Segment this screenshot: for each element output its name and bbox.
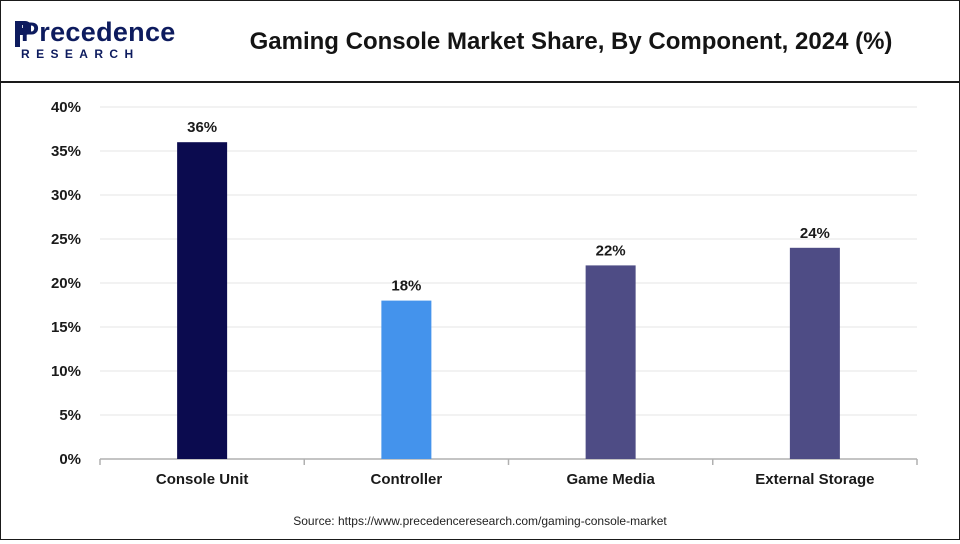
brand-logo: Precedence RESEARCH [13, 17, 175, 65]
chart-title: Gaming Console Market Share, By Componen… [249, 28, 893, 55]
bar [381, 300, 432, 459]
data-label: 18% [391, 278, 421, 295]
logo-wordmark: Precedence [21, 17, 176, 47]
chart-header: Precedence RESEARCH Gaming Console Marke… [1, 1, 959, 83]
y-tick-label: 35% [51, 143, 81, 160]
bar-chart: 0% 5% 10% 15% 20% 25% 30% 35% 40% 36% Console Unit… [51, 99, 918, 488]
x-tick-label: Console Unit [156, 471, 249, 488]
x-tick-label: External Storage [755, 471, 874, 488]
x-tick-label: Game Media [566, 471, 655, 488]
y-tick-label: 15% [51, 319, 81, 336]
y-tick-label: 25% [51, 231, 81, 248]
data-label: 36% [187, 119, 217, 136]
data-label: 24% [800, 225, 830, 242]
chart-area: 0% 5% 10% 15% 20% 25% 30% 35% 40% 36% Console Unit… [1, 83, 959, 539]
y-tick-label: 30% [51, 187, 81, 204]
bar [585, 265, 636, 459]
y-tick-label: 20% [51, 275, 81, 292]
y-tick-label: 5% [59, 407, 81, 424]
y-tick-label: 10% [51, 363, 81, 380]
bar [789, 247, 840, 459]
bar [177, 142, 228, 459]
logo-subtitle: RESEARCH [21, 47, 140, 61]
y-tick-label: 40% [51, 99, 81, 116]
logo-mark-icon [15, 21, 31, 47]
data-label: 22% [596, 242, 626, 259]
source-note: Source: https://www.precedenceresearch.c… [293, 514, 667, 528]
x-tick-label: Controller [371, 471, 443, 488]
y-tick-label: 0% [59, 451, 81, 468]
